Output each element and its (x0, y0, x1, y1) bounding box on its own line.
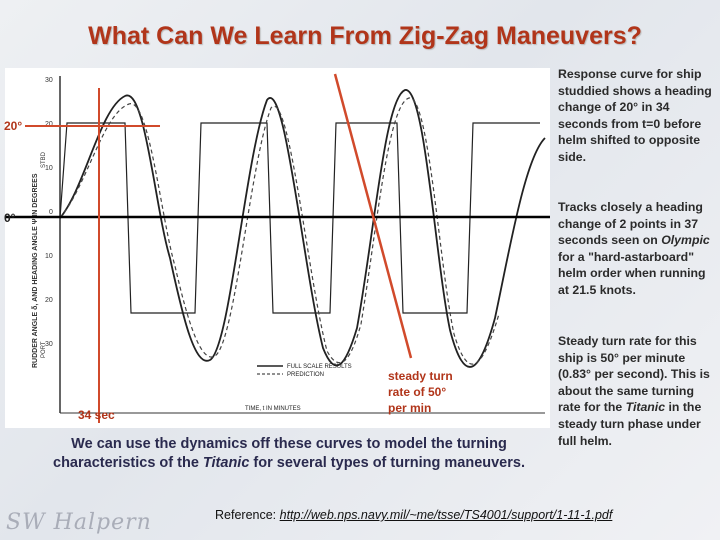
reference-link[interactable]: http://web.nps.navy.mil/~me/tsse/TS4001/… (279, 508, 613, 522)
sidebar-paragraph-2-text-end: for a "hard-astarboard" helm order when … (558, 249, 706, 297)
sidebar-titanic-italic: Titanic (625, 400, 666, 415)
x-axis-label: TIME, t IN MINUTES (245, 406, 301, 412)
steady-turn-label: steady turn rate of 50° per min (388, 369, 453, 415)
legend-full-scale-label: FULL SCALE RESULTS (287, 364, 352, 370)
slide-title: What Can We Learn From Zig-Zag Maneuvers… (88, 22, 642, 50)
main-text-before: We can use the dynamics off these curves… (53, 436, 507, 471)
thirty-four-sec-label: 34 sec (78, 408, 115, 422)
y-tick-label: 10 (45, 253, 53, 260)
sidebar-paragraph-3-text: Steady turn rate for this ship is 50° pe… (558, 334, 710, 415)
sidebar-paragraph-3-text-end: in the steady turn phase under full helm… (558, 400, 702, 448)
zero-deg-label: 0° (4, 211, 16, 225)
y-tick-label: 30 (45, 341, 53, 348)
heading-full-scale-curve (59, 89, 546, 368)
y-tick-label: 20 (45, 121, 53, 128)
reference-label: Reference: (215, 508, 280, 522)
zigzag-figure: 30 20 10 0 10 20 30 RUDDER ANGLE δ, AND … (5, 68, 550, 428)
sidebar-paragraph-2: Tracks closely a heading change of 2 poi… (558, 199, 713, 299)
y-axis-stbd: STBD (41, 151, 47, 168)
main-conclusion-text: We can use the dynamics off these curves… (24, 435, 554, 473)
zigzag-plot-svg: 30 20 10 0 10 20 30 RUDDER ANGLE δ, AND … (5, 73, 550, 423)
y-axis-label: RUDDER ANGLE δ, AND HEADING ANGLE Ψ IN D… (32, 173, 39, 368)
rudder-angle-curve (59, 122, 540, 314)
main-titanic-italic: Titanic (202, 455, 250, 471)
reference: Reference: http://web.nps.navy.mil/~me/t… (215, 508, 715, 522)
sidebar-olympic-italic: Olympic (661, 233, 710, 248)
steady-turn-slope-line (333, 73, 413, 359)
sidebar-paragraph-1: Response curve for ship studdied shows a… (558, 67, 712, 164)
main-text-after: for several types of turning maneuvers. (249, 455, 525, 471)
y-tick-label: 30 (45, 77, 53, 84)
heading-prediction-curve (59, 97, 500, 365)
sidebar-paragraph-3: Steady turn rate for this ship is 50° pe… (558, 333, 713, 449)
y-tick-label: 0 (49, 209, 53, 216)
sidebar-paragraph-2-text: Tracks closely a heading change of 2 poi… (558, 200, 703, 248)
y-tick-label: 20 (45, 297, 53, 304)
y-tick-label: 10 (45, 165, 53, 172)
twenty-deg-label: 20° (4, 119, 23, 133)
y-axis-port: PORT (41, 341, 47, 358)
legend-prediction-label: PREDICTION (287, 372, 324, 378)
author-signature: SW Halpern (6, 510, 152, 535)
